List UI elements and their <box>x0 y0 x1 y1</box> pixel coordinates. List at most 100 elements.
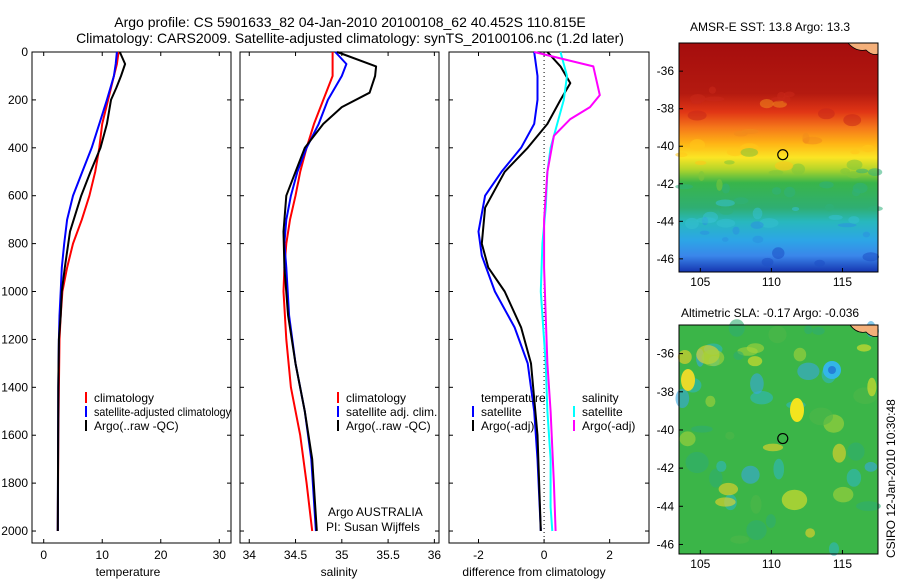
sla-texture-blob <box>867 377 877 397</box>
sla-texture-blob <box>750 373 764 395</box>
sla-texture-blob <box>709 468 723 488</box>
sla-texture-blob <box>725 431 735 440</box>
sst-map-axes: 105 110 115 -36 -38 -40 -42 -44 -46 <box>657 64 853 289</box>
sst-texture-blob <box>708 86 717 94</box>
sla-texture-blob <box>765 514 776 529</box>
legend-label-satellite: satellite-adjusted climatology <box>94 405 231 419</box>
sst-texture-blob <box>722 237 729 242</box>
map-x-tick-label: 110 <box>762 557 781 571</box>
sst-texture-blob <box>843 114 862 127</box>
sla-texture-blob <box>685 451 709 474</box>
pi-annotation: PI: Susan Wijffels <box>326 520 420 534</box>
legend-label-temp-argo: Argo(-adj) <box>481 419 534 433</box>
sst-texture-blob <box>840 168 851 175</box>
sst-texture-blob <box>819 181 834 189</box>
sst-map <box>675 42 883 273</box>
sst-texture-blob <box>761 257 774 267</box>
sst-texture-blob <box>716 179 723 191</box>
sst-texture-blob <box>837 223 857 228</box>
legend-label-argo: Argo(..raw -QC) <box>346 419 431 433</box>
sla-texture-blob <box>679 431 696 447</box>
sst-texture-blob <box>687 110 707 121</box>
series-line-climatology <box>282 52 334 532</box>
x-tick-label: -2 <box>473 548 484 562</box>
figure-title-line-1: Argo profile: CS 5901633_82 04-Jan-2010 … <box>114 14 586 30</box>
sla-texture-blob <box>746 520 767 540</box>
sst-texture-blob <box>802 132 810 144</box>
map-y-tick-label: -44 <box>657 214 675 228</box>
sst-texture-blob <box>772 100 787 108</box>
sst-texture-blob <box>861 144 875 153</box>
map-y-tick-label: -42 <box>657 461 675 475</box>
sla-low-anomaly-core <box>828 366 836 374</box>
sst-texture-blob <box>818 108 835 120</box>
map-x-tick-label: 105 <box>690 557 710 571</box>
sst-texture-blob <box>814 259 825 267</box>
sst-texture-blob <box>856 168 869 174</box>
x-tick-label: 10 <box>96 548 110 562</box>
sla-texture-blob <box>832 443 846 463</box>
y-tick-label: 1000 <box>1 285 28 299</box>
x-axis-label: temperature <box>96 565 161 579</box>
sst-texture-blob <box>828 214 843 220</box>
map-y-tick-label: -46 <box>657 252 675 266</box>
sla-texture-blob <box>677 349 692 365</box>
sst-texture-blob <box>771 187 782 195</box>
sst-map-caption: AMSR-E SST: 13.8 Argo: 13.3 <box>690 20 851 34</box>
x-tick-label: 36 <box>428 548 442 562</box>
sst-texture-blob <box>782 95 791 104</box>
y-tick-label: 400 <box>8 141 28 155</box>
map-x-tick-label: 115 <box>833 275 852 289</box>
sst-texture-blob <box>721 183 730 194</box>
sst-texture-blob <box>740 147 759 157</box>
legend-label-sal-satellite: satellite <box>582 405 623 419</box>
sst-texture-blob <box>689 139 706 151</box>
map-y-tick-label: -36 <box>657 64 675 78</box>
sla-texture-blob <box>809 407 834 426</box>
sst-texture-blob <box>759 218 779 228</box>
sst-texture-blob <box>699 230 710 235</box>
sst-argo-marker <box>777 149 789 161</box>
sst-texture-blob <box>791 163 806 175</box>
sst-texture-blob <box>719 207 734 215</box>
legend-label-climatology: climatology <box>94 391 154 405</box>
sst-texture-blob <box>846 159 863 170</box>
x-axis-label: salinity <box>321 565 358 579</box>
sla-map-caption: Altimetric SLA: -0.17 Argo: -0.036 <box>681 306 860 320</box>
sla-texture-blob <box>701 349 725 367</box>
sst-texture-blob <box>733 130 748 137</box>
map-y-tick-label: -42 <box>657 177 675 191</box>
sst-texture-blob <box>791 206 800 211</box>
legend-label-satellite: satellite adj. clim. <box>346 405 437 419</box>
sla-texture-blob <box>797 362 820 380</box>
temperature-panel-frame <box>31 51 232 544</box>
difference-legend: temperature salinity satellite Argo(-adj… <box>472 391 635 433</box>
temperature-legend: climatology satellite-adjusted climatolo… <box>85 391 231 433</box>
sla-texture-blob <box>716 460 727 472</box>
figure-title-line-2: Climatology: CARS2009. Satellite-adjuste… <box>76 30 624 46</box>
y-tick-label: 200 <box>8 93 28 107</box>
salinity-panel: 34 34.5 35 35.5 36 salinity <box>240 51 442 579</box>
map-y-tick-label: -36 <box>657 347 675 361</box>
sla-texture-blob <box>833 486 854 503</box>
sst-texture-blob <box>726 148 744 157</box>
y-tick-label: 1400 <box>1 380 28 394</box>
map-x-tick-label: 115 <box>833 557 852 571</box>
sst-texture-blob <box>846 171 862 179</box>
x-axis-label: difference from climatology <box>462 565 605 579</box>
map-y-tick-label: -44 <box>657 499 675 513</box>
series-line-satellite <box>477 51 542 532</box>
series-line-argo <box>480 51 572 532</box>
series-line-argo <box>56 51 127 532</box>
y-tick-label: 0 <box>21 45 28 59</box>
sst-land-coastline <box>847 42 879 55</box>
sst-texture-blob <box>715 199 735 207</box>
sst-texture-blob <box>772 247 785 260</box>
sla-texture-blob <box>804 325 813 335</box>
sst-texture-blob <box>768 170 784 175</box>
sst-texture-blob <box>852 188 861 197</box>
legend-title-temperature: temperature <box>481 391 546 405</box>
x-tick-label: 35.5 <box>376 548 400 562</box>
y-tick-label: 800 <box>8 237 28 251</box>
sla-texture-blob <box>741 465 760 484</box>
